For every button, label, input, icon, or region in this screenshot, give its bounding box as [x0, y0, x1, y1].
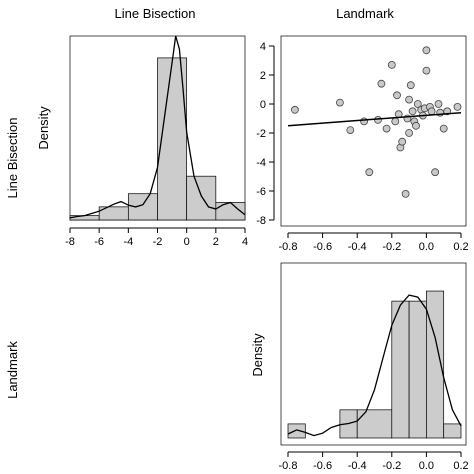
scatter-x-tick-label: -0.2	[382, 241, 401, 253]
hist-lb-x-tick-label: -2	[153, 236, 163, 248]
scatter-point	[365, 168, 374, 177]
scatter-landmark-vs-line-bisection: -8 -6 -4 -2 0 2 4 -0.8 -0.6 -0.4 -0.2 0.0 0.2	[256, 35, 469, 253]
scatter-point	[382, 124, 391, 133]
scatter-point	[346, 126, 355, 135]
scatter-x-tick-label: -0.4	[348, 241, 367, 253]
scatter-point	[427, 107, 436, 116]
scatter-point	[412, 121, 420, 130]
y-axis-label-density: Density	[250, 333, 265, 377]
scatter-point	[434, 100, 443, 108]
hist-lm-x-tick-label: 0.0	[419, 460, 434, 472]
scatter-y-tick-label: -2	[256, 128, 266, 140]
histogram-bar	[69, 215, 100, 221]
column-label-landmark: Landmark	[336, 6, 394, 21]
scatter-y-tick-label: 2	[260, 70, 266, 82]
histogram-bar	[426, 290, 445, 439]
histogram-bar	[287, 423, 306, 439]
density-curve	[69, 35, 246, 219]
scatter-point	[406, 81, 415, 90]
scatter-point	[401, 189, 410, 198]
scatter-point	[431, 168, 440, 177]
scatter-point	[377, 79, 386, 88]
scatter-point	[405, 95, 414, 104]
scatter-point	[405, 129, 414, 137]
hist-lm-x-tick-label: -0.2	[382, 460, 401, 472]
scatter-y-tick-label: -6	[256, 186, 266, 198]
hist-lm-x-tick-label: 0.2	[453, 460, 468, 472]
column-label-line-bisection: Line Bisection	[115, 6, 196, 21]
scatter-y-tick-label: -4	[256, 157, 266, 169]
scatter-x-tick-label: 0.2	[453, 241, 468, 253]
hist-lm-x-tick-label: -0.4	[348, 460, 367, 472]
scatter-point	[387, 61, 396, 69]
scatter-y-tick-label: -8	[256, 215, 266, 227]
hist-lm-x-tick-label: -0.6	[313, 460, 332, 472]
histogram-bar	[443, 423, 462, 439]
scatter-x-tick-label: -0.8	[279, 241, 298, 253]
scatter-point	[422, 66, 431, 75]
hist-lb-x-tick-label: 2	[213, 236, 219, 248]
histogram-landmark: -0.8 -0.6 -0.4 -0.2 0.0 0.2 Density	[250, 262, 469, 472]
scatter-point	[290, 105, 299, 114]
hist-lb-x-tick-label: -6	[94, 236, 104, 248]
scatter-point	[413, 100, 422, 108]
histogram-bar	[186, 175, 217, 221]
scatter-point	[439, 124, 448, 133]
density-curve	[287, 294, 462, 437]
hist-lm-x-tick-label: -0.8	[279, 460, 298, 472]
histogram-bar	[127, 193, 158, 221]
hist-lb-x-tick-label: -4	[123, 236, 133, 248]
histogram-line-bisection: -8 -6 -4 -2 0 2 4 Density	[36, 35, 248, 248]
scatter-point	[453, 103, 462, 111]
scatter-point	[391, 117, 400, 126]
hist-lb-x-tick-label: 4	[242, 236, 248, 248]
scatter-point	[374, 116, 382, 124]
scatter-point	[398, 137, 407, 146]
scatter-x-tick-label: 0.0	[419, 241, 434, 253]
scatter-point	[335, 98, 344, 107]
scatter-point	[422, 46, 431, 55]
histogram-bar	[391, 300, 410, 439]
scatter-y-tick-label: 4	[260, 41, 266, 53]
scatter-x-tick-label: -0.6	[313, 241, 332, 253]
histogram-bar	[408, 300, 427, 439]
histogram-bar	[157, 57, 188, 221]
panel-frame	[280, 35, 467, 227]
histogram-bar	[356, 409, 393, 439]
row-label-line-bisection: Line Bisection	[5, 118, 20, 199]
hist-lb-x-tick-label: -8	[65, 236, 75, 248]
scatter-point	[360, 117, 369, 126]
scatter-point	[408, 107, 417, 116]
panel-frame	[280, 262, 467, 446]
row-label-landmark: Landmark	[5, 341, 20, 399]
regression-line	[287, 111, 462, 127]
y-axis-label-density: Density	[36, 106, 51, 150]
scatter-point	[393, 91, 401, 100]
scatter-y-tick-label: 0	[260, 99, 266, 111]
hist-lb-x-tick-label: 0	[184, 236, 190, 248]
